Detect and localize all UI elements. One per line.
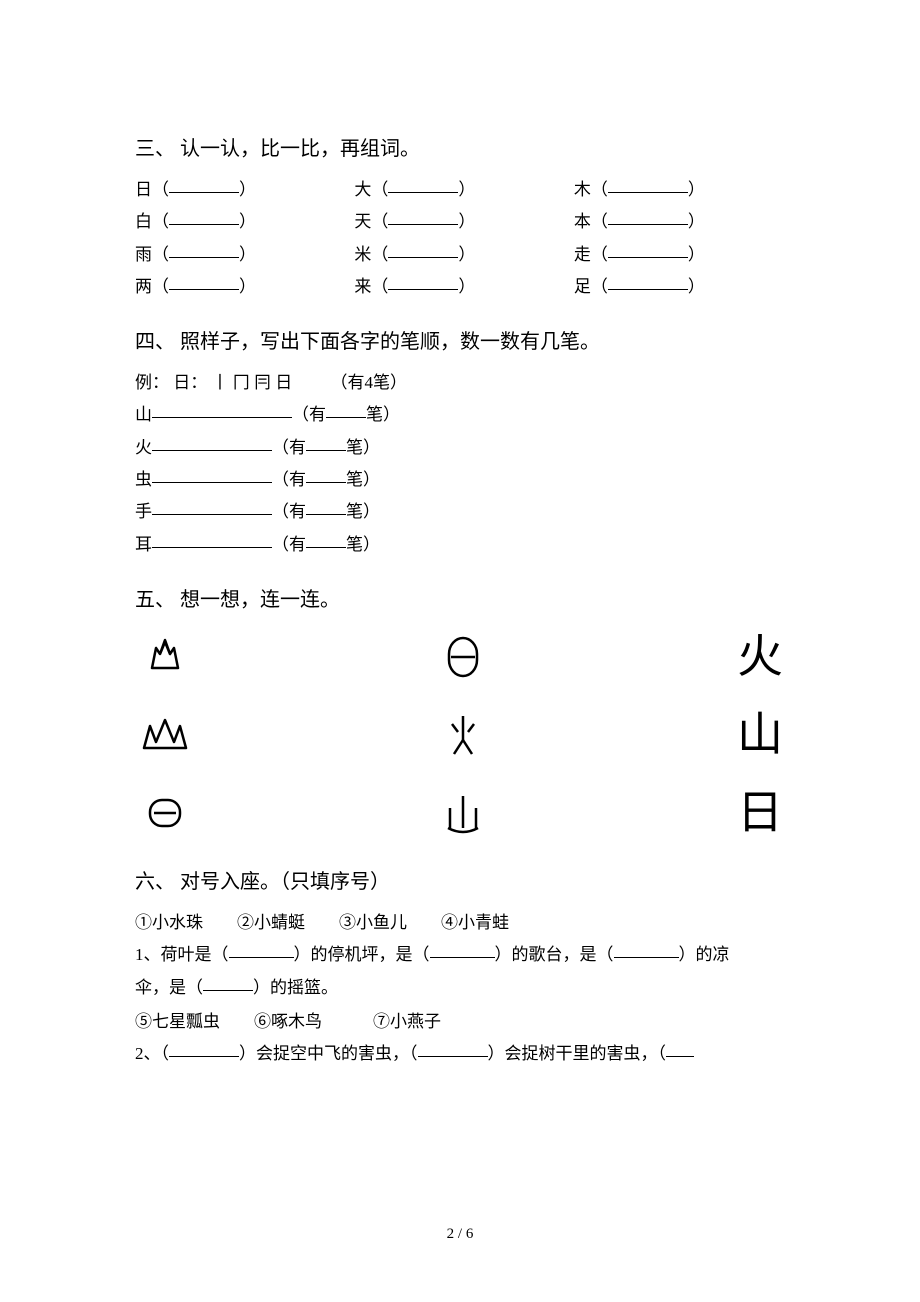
pictograph-mountain-icon [135, 705, 195, 765]
cs: 笔） [346, 535, 380, 554]
l2a: 2、（ [135, 1044, 169, 1063]
blank [430, 941, 495, 958]
cs: 笔） [366, 405, 400, 424]
ancient-sun-icon [433, 627, 493, 687]
choices-1: ①小水珠 ②小蜻蜓 ③小鱼儿 ④小青蛙 [135, 907, 790, 939]
l1f: ）的摇篮。 [253, 978, 338, 997]
p1: （有 [331, 373, 365, 392]
example-label: 例： [135, 373, 169, 392]
l1e: 伞，是（ [135, 978, 203, 997]
s4i1: 火 [135, 438, 152, 457]
blank [229, 941, 294, 958]
s3r0c1: 大 [354, 180, 371, 199]
blank [388, 241, 458, 258]
section-3-body: 日（） 大（） 木（） 白（） 天（） 本（） 雨（） 米（） 走（） 两（） … [135, 174, 790, 303]
s4i0: 山 [135, 405, 152, 424]
blank [388, 208, 458, 225]
l2c: ）会捉树干里的害虫，（ [488, 1044, 667, 1063]
blank [169, 241, 239, 258]
section-6-body: ①小水珠 ②小蜻蜓 ③小鱼儿 ④小青蛙 1、荷叶是（ ）的停机坪，是（ ）的歌台，是… [135, 907, 790, 1070]
blank [152, 531, 272, 548]
blank [666, 1040, 694, 1057]
s3r1c0: 白 [135, 212, 152, 231]
blank [608, 208, 688, 225]
s3r1c1: 天 [354, 212, 371, 231]
s3r2c0: 雨 [135, 245, 152, 264]
blank [418, 1040, 488, 1057]
blank [326, 401, 366, 418]
hanzi-mountain: 山 [737, 712, 783, 758]
s3r2c1: 米 [354, 245, 371, 264]
example-count: 4 [365, 373, 374, 392]
s3r0c0: 日 [135, 180, 152, 199]
blank [169, 1040, 239, 1057]
ancient-mountain-icon [433, 783, 493, 843]
s3r3c1: 来 [354, 277, 371, 296]
cp: （有 [272, 535, 306, 554]
ideograph-col-2 [433, 627, 493, 843]
cp: （有 [272, 502, 306, 521]
ancient-fire-icon [433, 705, 493, 765]
blank [388, 176, 458, 193]
blank [152, 466, 272, 483]
l1b: ）的停机坪，是（ [294, 945, 430, 964]
blank [306, 498, 346, 515]
cs: 笔） [346, 470, 380, 489]
ideograph-grid: 火 山 日 [135, 627, 790, 843]
blank [608, 241, 688, 258]
s3r3c2: 足 [574, 277, 591, 296]
cp: （有 [272, 438, 306, 457]
cp: （有 [292, 405, 326, 424]
ideograph-col-1 [135, 627, 195, 843]
hanzi-sun: 日 [737, 790, 783, 836]
blank [306, 434, 346, 451]
hanzi-fire: 火 [737, 634, 783, 680]
pictograph-sun-icon [135, 783, 195, 843]
l1d: ）的凉 [679, 945, 730, 964]
section-6-title: 六、 对号入座。（只填序号） [135, 863, 790, 901]
blank [306, 531, 346, 548]
page-footer: 2 / 6 [0, 1220, 920, 1249]
l1c: ）的歌台，是（ [495, 945, 614, 964]
blank [203, 974, 253, 991]
blank [388, 273, 458, 290]
s4i4: 耳 [135, 535, 152, 554]
blank [608, 273, 688, 290]
blank [152, 434, 272, 451]
blank [614, 941, 679, 958]
choices-2: ⑤七星瓢虫 ⑥啄木鸟 ⑦小燕子 [135, 1006, 790, 1038]
section-3-title: 三、 认一认，比一比，再组词。 [135, 130, 790, 168]
blank [169, 273, 239, 290]
s3r3c0: 两 [135, 277, 152, 296]
l1a: 1、荷叶是（ [135, 945, 229, 964]
cs: 笔） [346, 438, 380, 457]
l2b: ）会捉空中飞的害虫，（ [239, 1044, 418, 1063]
p2: 笔） [373, 373, 407, 392]
blank [169, 176, 239, 193]
blank [152, 401, 292, 418]
example-char: 日： [173, 373, 207, 392]
example-strokes: 丨 冂 冃 日 [212, 373, 293, 392]
cs: 笔） [346, 502, 380, 521]
blank [152, 498, 272, 515]
section-4-body: 例： 日： 丨 冂 冃 日 （有4笔） 山（有笔） 火（有笔） 虫（有笔） 手（… [135, 367, 790, 561]
section-5-title: 五、 想一想，连一连。 [135, 581, 790, 619]
ideograph-col-3: 火 山 日 [730, 627, 790, 843]
s3r0c2: 木 [574, 180, 591, 199]
s3r2c2: 走 [574, 245, 591, 264]
s3r1c2: 本 [574, 212, 591, 231]
cp: （有 [272, 470, 306, 489]
blank [169, 208, 239, 225]
s4i2: 虫 [135, 470, 152, 489]
blank [306, 466, 346, 483]
pictograph-fire-icon [135, 627, 195, 687]
section-4-title: 四、 照样子，写出下面各字的笔顺，数一数有几笔。 [135, 323, 790, 361]
blank [608, 176, 688, 193]
s4i3: 手 [135, 502, 152, 521]
